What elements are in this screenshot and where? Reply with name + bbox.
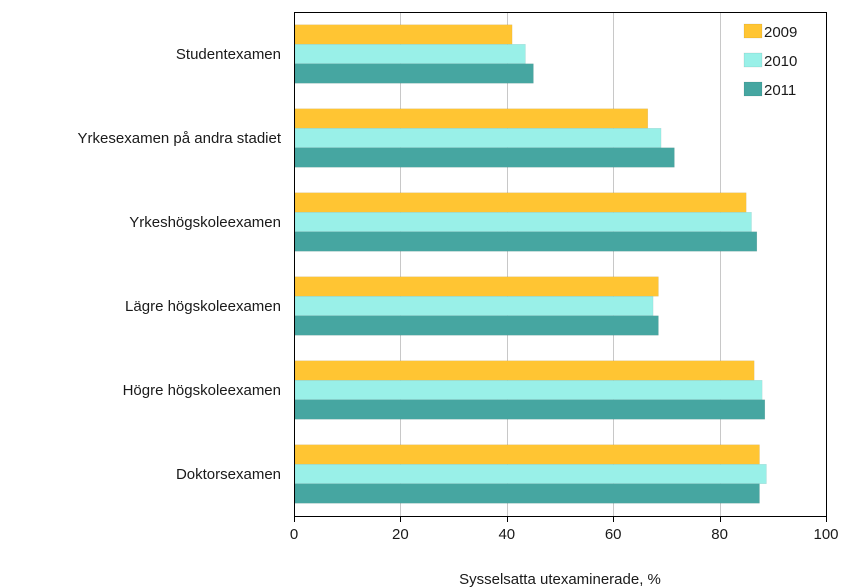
bar-2011-5 <box>294 399 766 420</box>
legend-swatch-2010 <box>743 52 763 68</box>
legend-label-2011: 2011 <box>764 82 796 99</box>
bar-2010-4 <box>294 296 654 316</box>
bar-2009-4 <box>294 276 659 297</box>
legend: 2009 2010 2011 <box>743 23 797 99</box>
bars <box>294 24 767 504</box>
bar-2011-1 <box>294 63 534 84</box>
legend-swatch-2011 <box>743 81 763 97</box>
bar-2010-1 <box>294 44 526 64</box>
bar-2010-3 <box>294 212 752 232</box>
x-tick-label-60: 60 <box>605 526 622 543</box>
x-tick-label-0: 0 <box>290 526 298 543</box>
plot-frame <box>294 12 827 517</box>
bar-2009-5 <box>294 360 755 381</box>
category-label-2: Yrkesexamen på andra stadiet <box>78 130 282 147</box>
y-axis-categories: Studentexamen Yrkesexamen på andra stadie… <box>78 46 282 483</box>
x-tick-label-80: 80 <box>711 526 728 543</box>
category-label-3: Yrkeshögskoleexamen <box>129 214 281 231</box>
bar-2010-6 <box>294 464 767 484</box>
legend-swatch-2009 <box>743 23 763 39</box>
bar-2010-2 <box>294 128 662 148</box>
bar-2011-6 <box>294 483 760 504</box>
x-axis-title: Sysselsatta utexaminerade, % <box>459 571 661 587</box>
bar-2009-2 <box>294 108 649 129</box>
legend-label-2009: 2009 <box>764 24 797 41</box>
legend-label-2010: 2010 <box>764 53 797 70</box>
bar-2009-6 <box>294 444 760 465</box>
bar-2011-2 <box>294 147 675 168</box>
category-label-4: Lägre högskoleexamen <box>125 298 281 315</box>
category-label-6: Doktorsexamen <box>176 466 281 483</box>
bar-2010-5 <box>294 380 763 400</box>
x-tick-label-100: 100 <box>813 526 838 543</box>
bar-2011-3 <box>294 231 758 252</box>
category-label-5: Högre högskoleexamen <box>123 382 281 399</box>
category-label-1: Studentexamen <box>176 46 281 63</box>
bar-2009-1 <box>294 24 513 45</box>
bar-2009-3 <box>294 192 747 213</box>
x-tick-label-20: 20 <box>392 526 409 543</box>
gridlines <box>400 12 721 516</box>
x-axis: 0 20 40 60 80 100 <box>290 516 839 543</box>
bar-2011-4 <box>294 315 659 336</box>
x-tick-label-40: 40 <box>498 526 515 543</box>
